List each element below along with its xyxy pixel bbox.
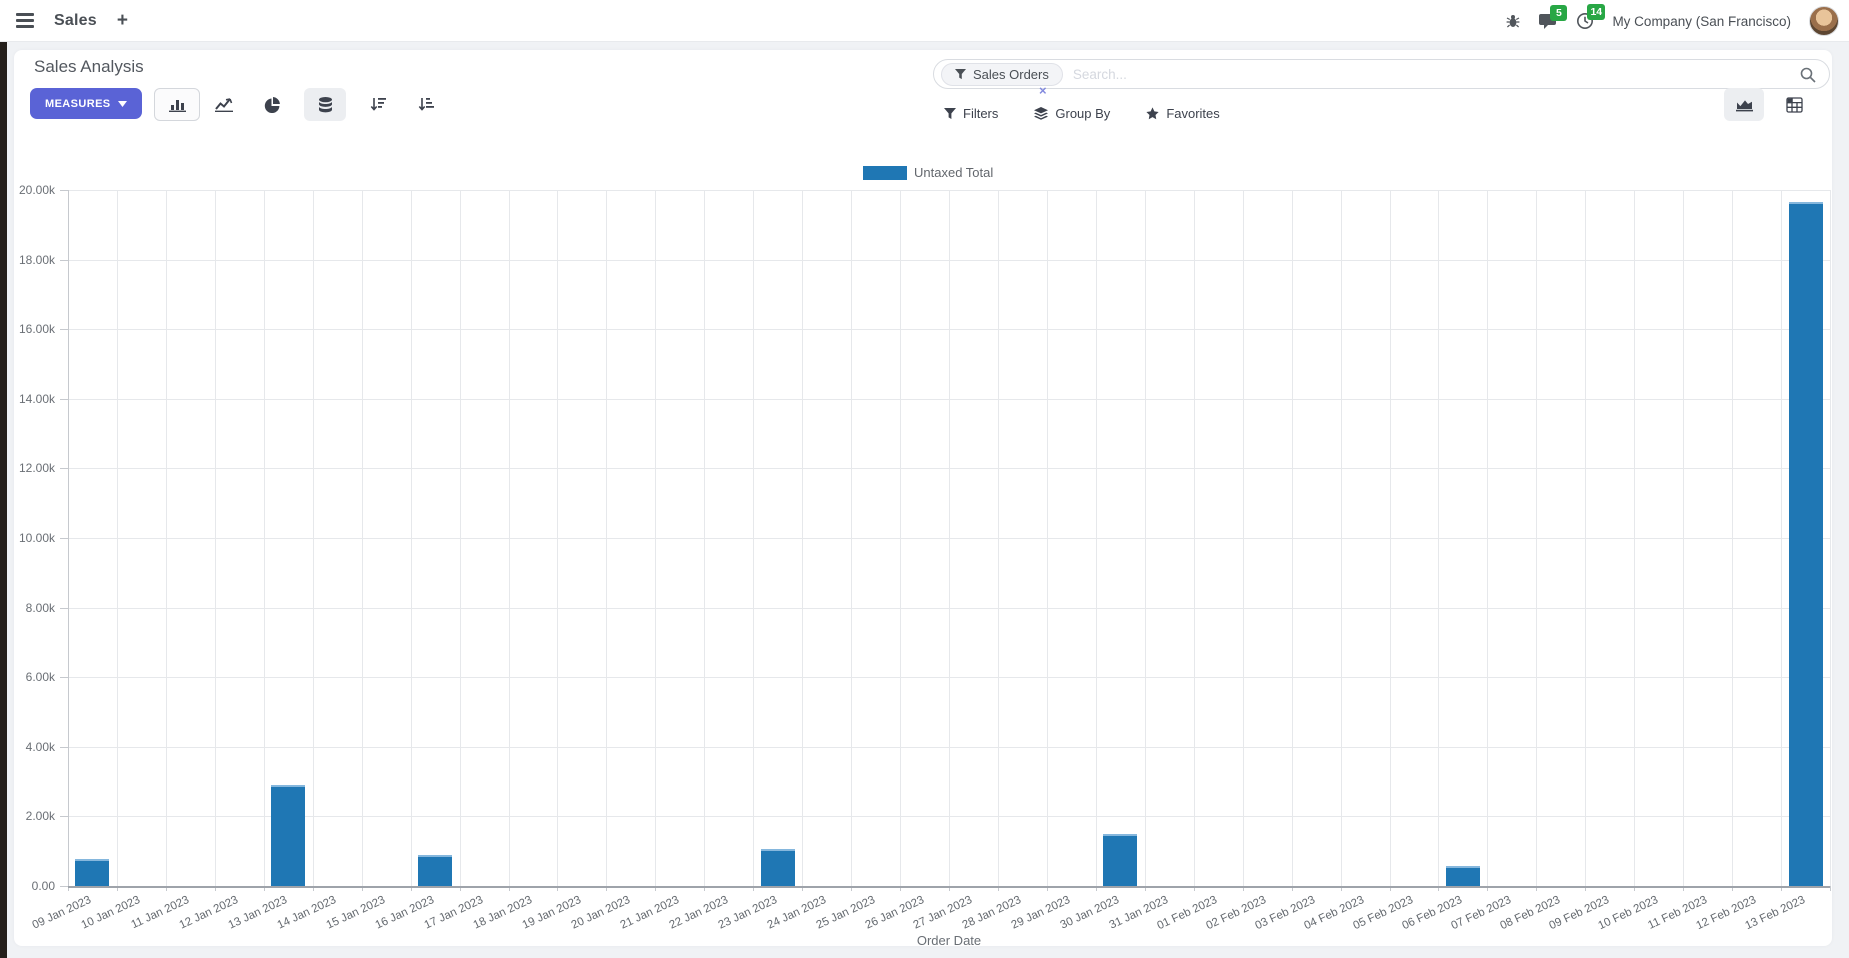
favorites-button[interactable]: Favorites	[1146, 106, 1220, 121]
page-title: Sales Analysis	[34, 57, 144, 76]
filters-label: Filters	[963, 106, 999, 121]
filters-button[interactable]: Filters	[944, 106, 998, 121]
area-chart-icon	[1735, 100, 1753, 112]
new-tab-button[interactable]: +	[116, 10, 128, 31]
group-by-button[interactable]: Group By	[1034, 106, 1110, 121]
bar[interactable]	[418, 855, 453, 886]
screen-edge-strip	[0, 42, 7, 958]
line-chart-view-button[interactable]	[206, 88, 242, 121]
bar[interactable]	[760, 849, 795, 886]
pie-chart-icon	[264, 96, 280, 113]
bar-chart-icon	[168, 100, 186, 112]
user-avatar[interactable]	[1809, 6, 1839, 36]
search-options-row: Filters Group By Favorites	[944, 106, 1220, 121]
sort-desc-icon	[370, 98, 386, 111]
favorites-label: Favorites	[1166, 106, 1220, 121]
pie-chart-view-button[interactable]	[254, 88, 290, 121]
measures-button[interactable]: MEASURES	[30, 88, 142, 119]
bar-chart-view-button[interactable]	[154, 88, 200, 121]
search-icon[interactable]	[1800, 67, 1816, 83]
messages-icon[interactable]: 5	[1539, 4, 1568, 30]
chevron-down-icon	[117, 100, 127, 107]
activities-badge: 14	[1587, 4, 1606, 20]
search-input[interactable]: Search...	[1072, 66, 1127, 82]
layers-icon	[1034, 107, 1049, 120]
company-switcher[interactable]: My Company (San Francisco)	[1612, 13, 1791, 29]
search-bar[interactable]: Sales Orders Search...	[933, 59, 1830, 89]
pivot-table-icon	[1785, 96, 1803, 113]
messages-badge: 5	[1550, 4, 1568, 21]
x-axis-title: Order Date	[916, 933, 982, 948]
sort-ascending-button[interactable]	[408, 88, 444, 121]
bar[interactable]	[271, 785, 306, 886]
bar[interactable]	[1103, 834, 1138, 886]
apps-menu-icon[interactable]	[16, 13, 34, 28]
debug-bug-icon[interactable]	[1505, 13, 1521, 29]
top-navbar: Sales + 5 14 My Compan	[0, 0, 1849, 42]
bar[interactable]	[1445, 865, 1480, 886]
database-stack-icon	[318, 96, 332, 112]
filter-funnel-icon	[955, 68, 966, 79]
facet-remove-icon[interactable]: ×	[1039, 83, 1047, 98]
content-panel	[14, 50, 1832, 946]
search-facet-sales-orders[interactable]: Sales Orders	[941, 62, 1063, 86]
app-name[interactable]: Sales	[54, 11, 97, 29]
star-icon	[1146, 107, 1159, 120]
bar[interactable]	[75, 858, 110, 886]
legend-item-untaxed-total[interactable]: Untaxed Total	[863, 165, 993, 180]
graph-view-switch-button[interactable]	[1724, 88, 1764, 121]
sort-asc-icon	[418, 98, 434, 111]
pivot-view-switch-button[interactable]	[1776, 88, 1812, 121]
activities-clock-icon[interactable]: 14	[1576, 4, 1606, 30]
line-chart-icon	[215, 98, 233, 112]
stacked-toggle-button[interactable]	[304, 88, 346, 121]
legend-swatch	[863, 165, 907, 180]
filter-funnel-icon	[944, 107, 956, 119]
facet-label: Sales Orders	[973, 66, 1049, 82]
measures-label: MEASURES	[45, 97, 111, 110]
legend-label: Untaxed Total	[914, 165, 994, 180]
group-by-label: Group By	[1055, 106, 1111, 121]
sort-descending-button[interactable]	[360, 88, 396, 121]
bar[interactable]	[1788, 202, 1823, 886]
